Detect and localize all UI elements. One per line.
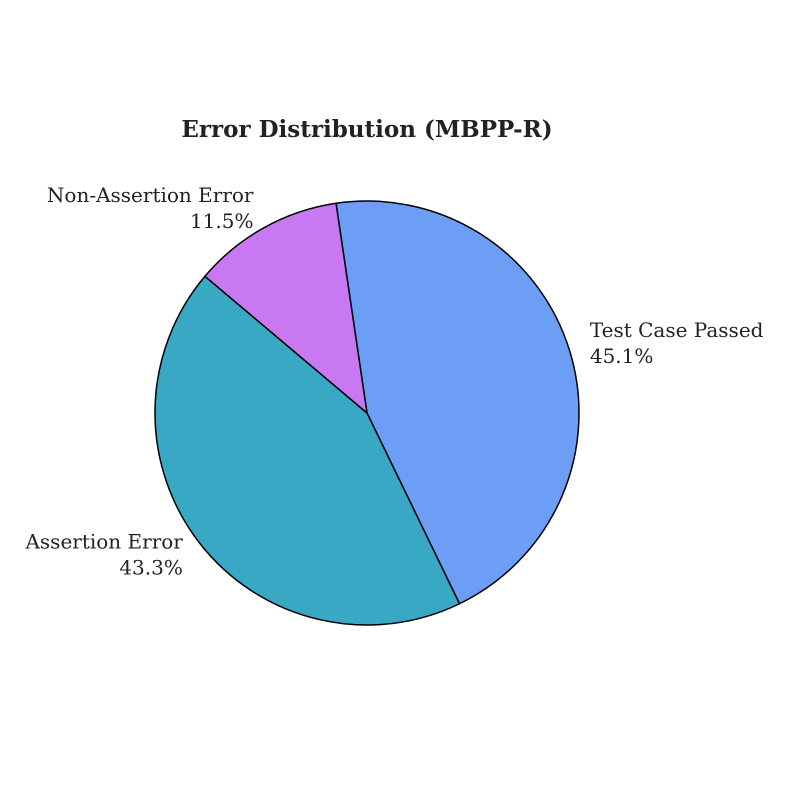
slice-label: Assertion Error bbox=[24, 530, 183, 554]
slice-value-label: 43.3% bbox=[119, 556, 183, 580]
slice-value-label: 11.5% bbox=[190, 209, 254, 233]
slice-value-label: 45.1% bbox=[590, 344, 654, 368]
pie-slice bbox=[335, 200, 580, 605]
pie-slice bbox=[154, 275, 461, 626]
slice-label: Non-Assertion Error bbox=[47, 183, 254, 207]
pie-slice bbox=[203, 202, 369, 415]
slice-label: Test Case Passed bbox=[590, 318, 764, 342]
chart-title: Error Distribution (MBPP-R) bbox=[181, 116, 552, 143]
